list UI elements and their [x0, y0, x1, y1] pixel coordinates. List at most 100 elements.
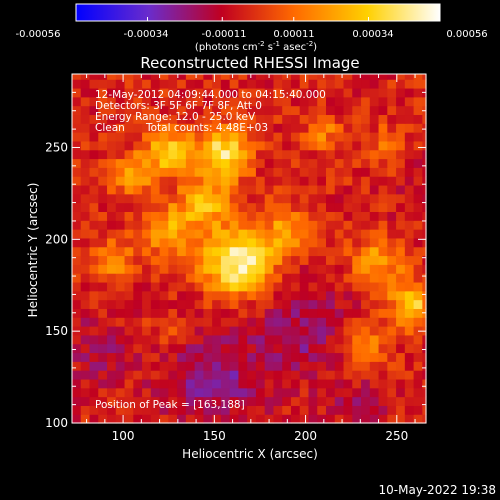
heatmap-cell — [264, 370, 275, 380]
heatmap-cell — [326, 184, 336, 195]
heatmap-cell — [352, 308, 362, 318]
heatmap-cell — [255, 273, 266, 283]
heatmap-cell — [194, 220, 204, 230]
heatmap-cell — [159, 281, 169, 292]
heatmap-cell — [378, 193, 388, 204]
heatmap-cell — [238, 167, 248, 177]
heatmap-cell — [98, 308, 108, 318]
heatmap-cell — [98, 229, 108, 239]
heatmap-cell — [422, 167, 427, 177]
heatmap-cell — [317, 246, 327, 257]
heatmap-cell — [422, 299, 427, 309]
heatmap-cell — [177, 378, 187, 389]
heatmap-cell — [396, 123, 406, 133]
heatmap-cell — [396, 343, 406, 354]
heatmap-cell — [247, 132, 257, 142]
heatmap-cell — [308, 405, 318, 415]
heatmap-cell — [168, 105, 178, 116]
heatmap-cell — [142, 237, 152, 248]
heatmap-cell — [72, 176, 82, 186]
heatmap-cell — [317, 361, 327, 371]
heatmap-cell — [404, 74, 415, 80]
heatmap-cell — [352, 378, 362, 389]
heatmap-cell — [317, 299, 327, 309]
heatmap-cell — [142, 211, 152, 221]
heatmap-cell — [334, 184, 345, 195]
heatmap-cell — [326, 290, 336, 301]
heatmap-cell — [142, 326, 152, 336]
heatmap-cell — [168, 123, 178, 133]
heatmap-cell — [107, 105, 117, 116]
heatmap-cell — [98, 387, 108, 398]
heatmap-cell — [124, 308, 134, 318]
heatmap-cell — [203, 352, 213, 362]
heatmap-cell — [326, 87, 336, 98]
heatmap-cell — [396, 167, 406, 177]
heatmap-cell — [264, 237, 275, 248]
heatmap-cell — [317, 352, 327, 362]
heatmap-cell — [299, 308, 310, 318]
heatmap-cell — [255, 308, 266, 318]
colorbar-tick-label: 0.00011 — [273, 29, 314, 40]
heatmap-cell — [422, 211, 427, 221]
heatmap-cell — [150, 123, 161, 133]
heatmap-cell — [168, 343, 178, 354]
heatmap-cell — [413, 299, 423, 309]
heatmap-cell — [299, 405, 310, 415]
heatmap-cell — [115, 74, 126, 80]
heatmap-cell — [212, 378, 222, 389]
heatmap-cell — [212, 193, 222, 204]
heatmap-cell — [343, 202, 353, 212]
heatmap-cell — [282, 149, 292, 160]
heatmap-cell — [194, 96, 204, 107]
heatmap-cell — [72, 405, 82, 415]
heatmap-cell — [133, 343, 143, 354]
heatmap-cell — [194, 229, 204, 239]
heatmap-cell — [404, 361, 415, 371]
heatmap-cell — [343, 149, 353, 160]
heatmap-cell — [378, 105, 388, 116]
heatmap-cell — [378, 96, 388, 107]
heatmap-cell — [159, 334, 169, 345]
heatmap-cell — [80, 167, 91, 177]
heatmap-cell — [299, 158, 310, 168]
heatmap-cell — [159, 308, 169, 318]
heatmap-cell — [238, 140, 248, 151]
heatmap-cell — [255, 193, 266, 204]
heatmap-cell — [159, 96, 169, 107]
heatmap-cell — [115, 140, 126, 151]
heatmap-cell — [255, 334, 266, 345]
heatmap-cell — [317, 176, 327, 186]
heatmap-cell — [72, 255, 82, 265]
heatmap-cell — [326, 229, 336, 239]
heatmap-cell — [413, 352, 423, 362]
heatmap-cell — [264, 140, 275, 151]
heatmap-cell — [290, 326, 301, 336]
heatmap-cell — [159, 246, 169, 257]
heatmap-cell — [255, 255, 266, 265]
heatmap-cell — [273, 264, 283, 274]
heatmap-cell — [326, 308, 336, 318]
heatmap-cell — [185, 167, 196, 177]
heatmap-cell — [404, 414, 415, 424]
heatmap-cell — [326, 123, 336, 133]
heatmap-cell — [107, 211, 117, 221]
heatmap-cell — [185, 149, 196, 160]
heatmap-cell — [212, 290, 222, 301]
heatmap-cell — [282, 132, 292, 142]
heatmap-cell — [282, 167, 292, 177]
heatmap-cell — [115, 290, 126, 301]
heatmap-cell — [387, 317, 397, 327]
heatmap-cell — [115, 123, 126, 133]
heatmap-cell — [378, 273, 388, 283]
heatmap-cell — [177, 176, 187, 186]
heatmap-cell — [168, 299, 178, 309]
heatmap-cell — [80, 105, 91, 116]
heatmap-cell — [247, 414, 257, 424]
heatmap-cell — [133, 352, 143, 362]
heatmap-cell — [334, 74, 345, 80]
heatmap-cell — [177, 396, 187, 406]
heatmap-cell — [177, 370, 187, 380]
heatmap-cell — [247, 211, 257, 221]
heatmap-cell — [229, 87, 240, 98]
